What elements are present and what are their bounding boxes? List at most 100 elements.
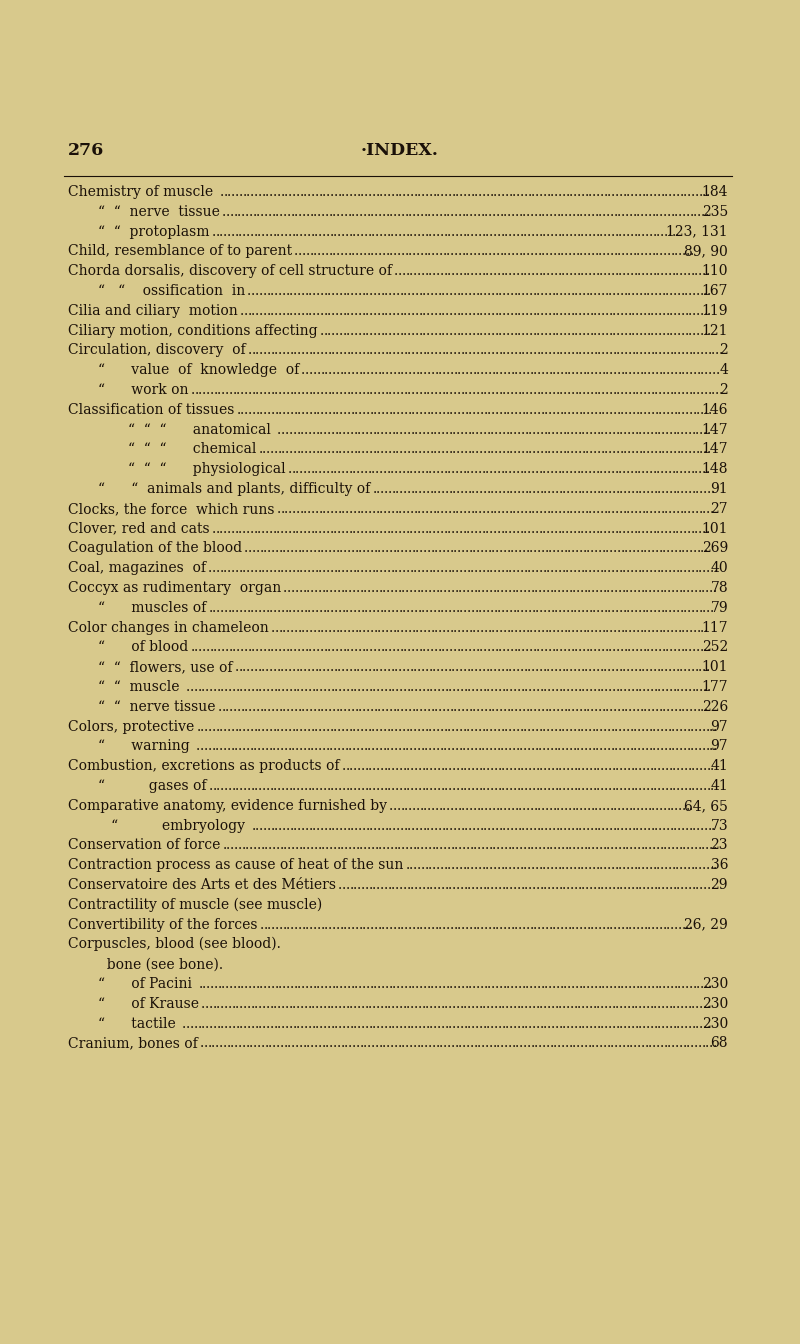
Text: .: . — [585, 780, 589, 793]
Text: .: . — [495, 621, 499, 634]
Text: .: . — [219, 739, 223, 754]
Text: .: . — [409, 859, 414, 872]
Text: .: . — [641, 521, 646, 536]
Text: “      of Krause: “ of Krause — [98, 997, 199, 1011]
Text: .: . — [304, 680, 308, 694]
Text: .: . — [457, 977, 461, 991]
Text: .: . — [356, 224, 360, 239]
Text: .: . — [446, 245, 450, 258]
Text: .: . — [556, 621, 560, 634]
Text: .: . — [418, 977, 423, 991]
Text: .: . — [699, 640, 704, 655]
Text: .: . — [664, 265, 668, 278]
Text: .: . — [378, 581, 382, 595]
Text: .: . — [632, 621, 636, 634]
Text: .: . — [337, 660, 342, 675]
Text: .: . — [302, 581, 306, 595]
Text: .: . — [289, 304, 294, 317]
Text: .: . — [527, 719, 531, 734]
Text: .: . — [566, 422, 570, 437]
Text: .: . — [423, 363, 427, 378]
Text: .: . — [515, 719, 520, 734]
Text: .: . — [489, 1036, 493, 1051]
Text: .: . — [208, 562, 212, 575]
Text: .: . — [586, 204, 591, 219]
Text: .: . — [498, 422, 502, 437]
Text: .: . — [478, 442, 483, 457]
Text: .: . — [361, 1016, 365, 1031]
Text: .: . — [591, 224, 596, 239]
Text: .: . — [535, 601, 539, 614]
Text: .: . — [456, 640, 461, 655]
Text: .: . — [666, 798, 670, 813]
Text: .: . — [377, 700, 382, 714]
Text: .: . — [450, 363, 454, 378]
Text: .: . — [646, 442, 650, 457]
Text: .: . — [608, 680, 612, 694]
Text: .: . — [642, 304, 646, 317]
Text: .: . — [637, 1036, 641, 1051]
Text: .: . — [470, 601, 474, 614]
Text: .: . — [463, 759, 467, 773]
Text: .: . — [605, 403, 610, 417]
Text: .: . — [354, 640, 358, 655]
Text: .: . — [623, 640, 628, 655]
Text: .: . — [280, 501, 285, 516]
Text: .: . — [506, 403, 510, 417]
Text: .: . — [512, 462, 516, 476]
Text: .: . — [494, 482, 498, 496]
Text: .: . — [417, 265, 421, 278]
Text: .: . — [573, 660, 577, 675]
Text: .: . — [660, 265, 664, 278]
Text: .: . — [474, 780, 478, 793]
Text: .: . — [374, 739, 379, 754]
Text: .: . — [675, 660, 679, 675]
Text: .: . — [259, 700, 263, 714]
Text: .: . — [198, 383, 202, 396]
Text: .: . — [442, 383, 446, 396]
Text: .: . — [490, 562, 494, 575]
Text: .: . — [483, 542, 488, 555]
Text: .: . — [346, 383, 350, 396]
Text: .: . — [196, 739, 200, 754]
Text: .: . — [456, 680, 460, 694]
Text: .: . — [609, 818, 613, 832]
Text: .: . — [675, 501, 680, 516]
Text: .: . — [364, 185, 368, 199]
Text: .: . — [246, 719, 250, 734]
Text: .: . — [218, 700, 222, 714]
Text: .: . — [425, 185, 429, 199]
Text: .: . — [454, 1036, 458, 1051]
Text: .: . — [456, 422, 460, 437]
Text: .: . — [620, 383, 624, 396]
Text: .: . — [307, 780, 311, 793]
Text: .: . — [702, 462, 706, 476]
Text: .: . — [391, 878, 395, 892]
Text: .: . — [273, 780, 278, 793]
Text: .: . — [574, 304, 578, 317]
Text: .: . — [567, 918, 571, 931]
Text: .: . — [685, 818, 689, 832]
Text: .: . — [579, 245, 583, 258]
Text: .: . — [641, 859, 646, 872]
Text: .: . — [270, 284, 274, 298]
Text: .: . — [704, 344, 708, 358]
Text: .: . — [450, 542, 454, 555]
Text: .: . — [394, 501, 398, 516]
Text: .: . — [360, 719, 364, 734]
Text: .: . — [446, 542, 450, 555]
Text: .: . — [456, 304, 461, 317]
Text: .: . — [467, 878, 471, 892]
Text: .: . — [473, 204, 477, 219]
Text: .: . — [362, 977, 366, 991]
Text: .: . — [392, 383, 396, 396]
Text: .: . — [378, 245, 382, 258]
Text: .: . — [597, 818, 602, 832]
Text: .: . — [660, 660, 664, 675]
Text: .: . — [567, 403, 571, 417]
Text: .: . — [323, 818, 328, 832]
Text: .: . — [396, 383, 400, 396]
Text: .: . — [649, 224, 653, 239]
Text: .: . — [496, 1036, 501, 1051]
Text: .: . — [361, 997, 365, 1011]
